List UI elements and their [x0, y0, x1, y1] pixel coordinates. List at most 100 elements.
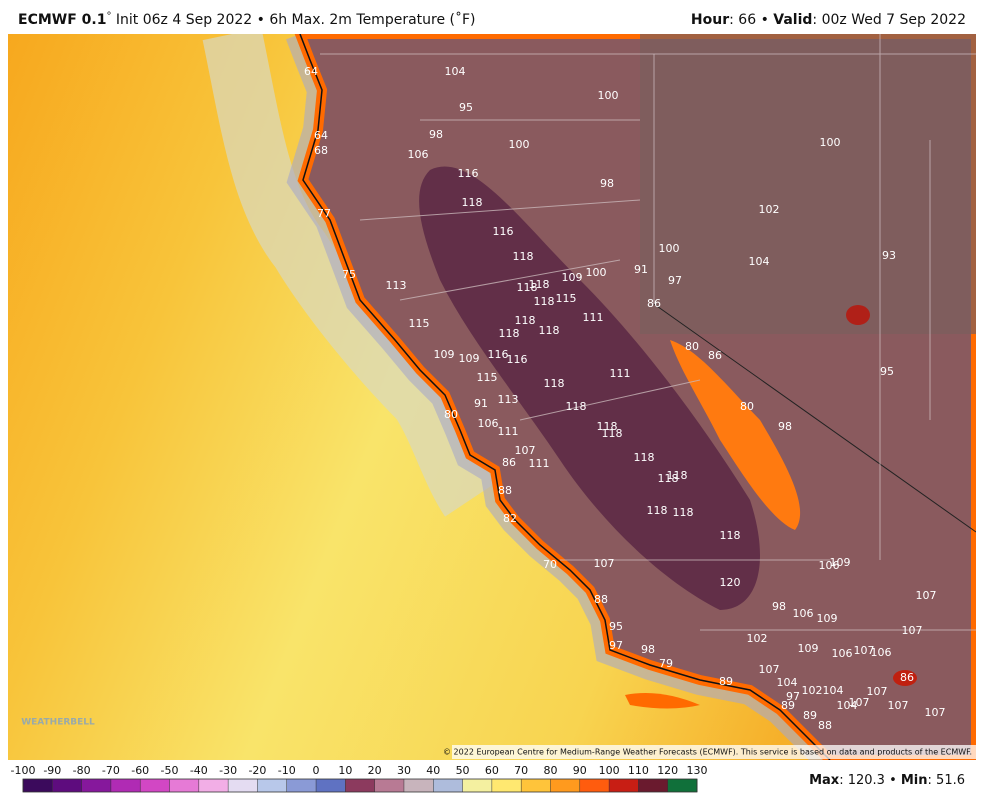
- temp-label: 93: [882, 249, 896, 262]
- temp-label: 86: [647, 297, 661, 310]
- central-valley: [419, 166, 760, 610]
- colorbar-swatch: [198, 779, 229, 792]
- temp-label: 97: [786, 690, 800, 703]
- copyright-bg: [452, 745, 976, 759]
- colorbar-swatch: [140, 779, 171, 792]
- stats: Max: 120.3 • Min: 51.6: [809, 773, 965, 788]
- temp-label: 107: [902, 624, 923, 637]
- colorbar-swatch: [110, 779, 141, 792]
- colorbar-tick-label: 0: [313, 764, 320, 777]
- island: [625, 692, 700, 709]
- colorbar-swatch: [169, 779, 200, 792]
- degree: °: [106, 11, 111, 22]
- state-border: [653, 303, 976, 533]
- temp-label: 109: [817, 612, 838, 625]
- colorbar-tick-label: -10: [278, 764, 296, 777]
- min: 51.6: [936, 773, 965, 788]
- temp-label: 89: [719, 675, 733, 688]
- temp-label: 95: [459, 101, 473, 114]
- temp-label: 77: [317, 207, 331, 220]
- temp-label: 107: [515, 444, 536, 457]
- coastline: [299, 34, 831, 760]
- temp-label: 111: [498, 425, 519, 438]
- temp-label: 109: [562, 271, 583, 284]
- temp-label: 98: [429, 128, 443, 141]
- colorbar-swatch: [433, 779, 464, 792]
- temp-label: 109: [798, 642, 819, 655]
- temp-label: 86: [502, 456, 516, 469]
- colorbar-tick-label: -30: [219, 764, 237, 777]
- hot-spot: [893, 670, 917, 686]
- colorbar-tick-label: -90: [43, 764, 61, 777]
- header-valid: Hour: 66 • Valid: 00z Wed 7 Sep 2022: [691, 12, 966, 28]
- temp-label: 106: [871, 646, 892, 659]
- temp-label: 107: [916, 589, 937, 602]
- sep: •: [885, 773, 901, 788]
- temp-label: 107: [759, 663, 780, 676]
- temp-label: 106: [832, 647, 853, 660]
- colorbar-tick-label: 130: [687, 764, 708, 777]
- temp-label: 68: [314, 144, 328, 157]
- temp-label: 118: [517, 281, 538, 294]
- temp-label: 97: [668, 274, 682, 287]
- copyright: © 2022 European Centre for Medium-Range …: [443, 748, 972, 757]
- colorbar-tick-label: 10: [338, 764, 352, 777]
- hour: : 66 •: [729, 12, 773, 28]
- temp-label: 100: [659, 242, 680, 255]
- temp-label: 98: [772, 600, 786, 613]
- temp-label: 64: [314, 129, 328, 142]
- temp-label: 111: [583, 311, 604, 324]
- colorbar-tick-label: 60: [485, 764, 499, 777]
- temp-label: 104: [837, 699, 858, 712]
- temp-label: 118: [544, 377, 565, 390]
- temp-label: 118: [673, 506, 694, 519]
- temp-label: 100: [598, 89, 619, 102]
- temp-label: 88: [594, 593, 608, 606]
- temp-label: 75: [342, 268, 356, 281]
- colorbar-tick-label: 120: [657, 764, 678, 777]
- colorbar-tick-label: -40: [190, 764, 208, 777]
- temp-label: 107: [849, 696, 870, 709]
- temp-label: 106: [408, 148, 429, 161]
- hot-spot: [846, 305, 870, 325]
- colorbar-swatch: [286, 779, 317, 792]
- temp-label: 104: [749, 255, 770, 268]
- temp-label: 95: [880, 365, 894, 378]
- temp-label: 88: [498, 484, 512, 497]
- colorbar-swatch: [374, 779, 405, 792]
- temp-label: 104: [445, 65, 466, 78]
- colorbar-swatch: [579, 779, 610, 792]
- temp-label: 70: [543, 558, 557, 571]
- colorbar-swatch: [521, 779, 551, 792]
- temp-label: 86: [708, 349, 722, 362]
- model: ECMWF 0.1: [18, 12, 106, 28]
- temp-label: 100: [509, 138, 530, 151]
- colorbar-tick-label: -20: [248, 764, 266, 777]
- map: [8, 34, 976, 760]
- colorbar-swatch: [403, 779, 434, 792]
- temp-label: 100: [820, 136, 841, 149]
- cool-band: [202, 34, 496, 517]
- temp-label: 107: [867, 685, 888, 698]
- temp-label: 91: [474, 397, 488, 410]
- temp-label: 88: [818, 719, 832, 732]
- temp-label: 115: [409, 317, 430, 330]
- valid-label: Valid: [773, 12, 812, 28]
- temp-label: 104: [823, 684, 844, 697]
- temp-label: 118: [720, 529, 741, 542]
- colorbar-tick-label: 20: [368, 764, 382, 777]
- temp-label: 115: [477, 371, 498, 384]
- temp-label: 116: [458, 167, 479, 180]
- temp-label: 118: [499, 327, 520, 340]
- colorbar-swatch: [550, 779, 581, 792]
- temp-label: 104: [777, 676, 798, 689]
- colorbar-swatch: [462, 779, 493, 792]
- colorbar-tick-label: 90: [573, 764, 587, 777]
- temp-label: 98: [600, 177, 614, 190]
- colorbar-tick-label: -70: [102, 764, 120, 777]
- temp-label: 107: [854, 644, 875, 657]
- colorbar-tick-label: -80: [73, 764, 91, 777]
- temp-label: 118: [534, 295, 555, 308]
- colorbar: -100 -90 -80 -70 -60 -50 -40 -30 -20 -10 0 10 20 30 40…: [11, 764, 708, 793]
- temp-label: 116: [507, 353, 528, 366]
